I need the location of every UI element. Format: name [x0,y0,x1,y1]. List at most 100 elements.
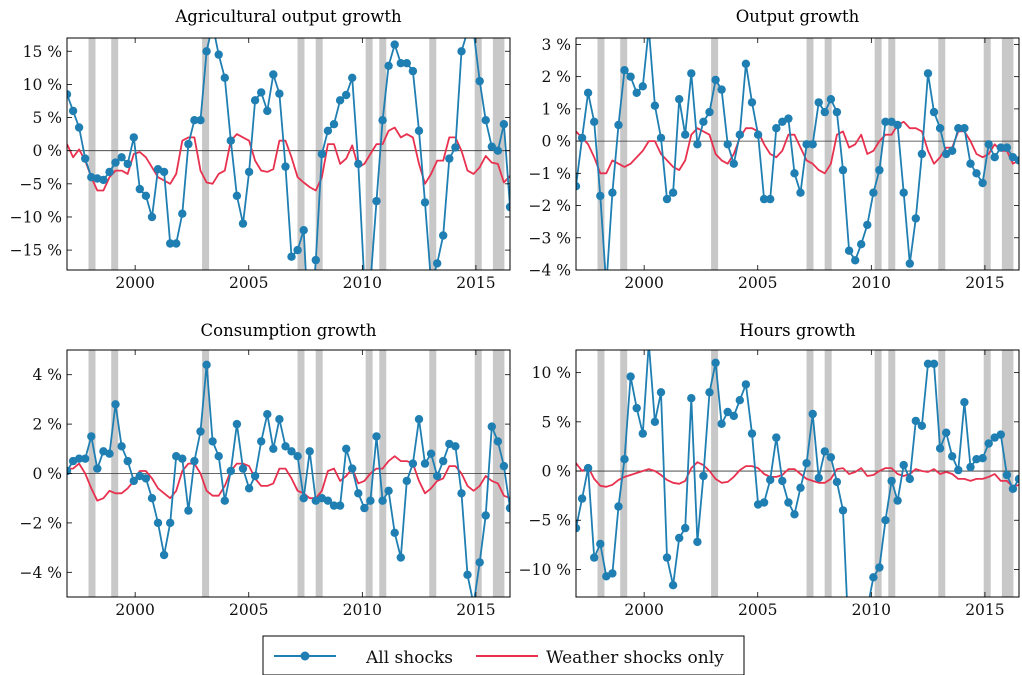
data-point [299,494,308,503]
data-point [354,489,363,498]
series-weather-shocks-line [67,126,510,192]
data-point [935,124,945,133]
data-point [226,136,235,145]
y-tick-label: 0 % [541,133,571,151]
data-point [735,130,744,139]
data-point [366,496,375,505]
data-point [978,178,987,188]
data-point [808,140,817,149]
shaded-period [88,38,96,270]
shaded-period [888,38,896,270]
data-point [220,73,229,83]
data-point [493,146,503,155]
x-tick-label: 2010 [852,274,891,292]
data-point [250,471,260,481]
series-weather-shocks-line [67,455,510,502]
shaded-period [620,38,628,270]
data-point [576,523,581,533]
data-point [372,196,381,206]
data-point [226,466,235,476]
data-point [396,553,405,562]
data-point [656,133,666,143]
shaded-period [365,38,373,270]
shaded-period [711,350,719,597]
shaded-period [874,38,882,270]
y-tick-label: −15 % [10,242,62,260]
data-point [875,165,884,175]
y-tick-label: 1 % [541,100,571,118]
y-tick-label: −4 % [19,564,62,582]
data-point [67,90,72,99]
data-point [626,72,635,81]
x-tick-label: 2005 [738,601,777,619]
data-point [323,496,333,505]
data-point [390,40,399,49]
panel-output: Output growth −4 % −3 % −2 % −1 % 0 % 1 % 2 % 3… [528,7,1020,292]
data-point [620,455,629,464]
data-point [202,360,211,369]
data-point [687,69,696,78]
data-point [481,511,490,520]
data-point [475,558,484,567]
data-point [469,27,477,35]
data-point [845,644,853,652]
data-point [1002,470,1012,480]
data-point [844,246,854,255]
data-point [608,188,617,197]
data-point [741,59,751,68]
legend-all-shocks-marker [300,651,310,661]
data-point [608,569,617,578]
data-point [948,452,957,461]
data-point [838,165,848,175]
data-point [196,116,205,125]
data-point [662,194,672,204]
data-point [487,422,496,431]
plot-area [576,24,1019,270]
data-point [583,88,593,98]
data-point [184,139,193,149]
x-tick-label: 2005 [229,601,268,619]
data-point [414,126,424,135]
data-point [596,539,605,549]
data-point [275,89,284,98]
data-point [342,444,351,453]
data-point [590,553,599,562]
data-point [687,394,696,403]
data-point [808,409,817,419]
data-point [81,454,90,463]
data-point [433,471,442,481]
data-point [135,184,144,194]
data-point [93,464,102,473]
x-tick-label: 2015 [456,601,495,619]
data-point [420,459,430,468]
data-point [402,59,411,68]
data-point [372,432,381,441]
data-point [384,486,393,495]
x-tick-label: 2000 [624,274,663,292]
data-point [784,498,793,507]
data-point [433,259,442,268]
data-point [178,454,187,463]
data-point [287,252,296,261]
data-point [159,167,169,177]
data-point [984,140,993,149]
data-point [675,533,684,543]
data-point [74,123,84,132]
data-point [645,24,653,32]
data-point [887,476,896,486]
data-point [378,116,387,125]
data-point [960,398,969,407]
data-point [729,411,738,421]
panel-title: Output growth [736,7,860,26]
data-point [899,460,908,470]
data-point [881,117,890,127]
data-point [329,120,339,129]
data-point [723,407,732,417]
data-point [729,159,738,168]
x-tick-label: 2015 [965,274,1004,292]
data-point [681,523,690,533]
y-tick-label: −3 % [528,229,571,247]
data-point [772,433,781,442]
data-point [832,107,842,117]
